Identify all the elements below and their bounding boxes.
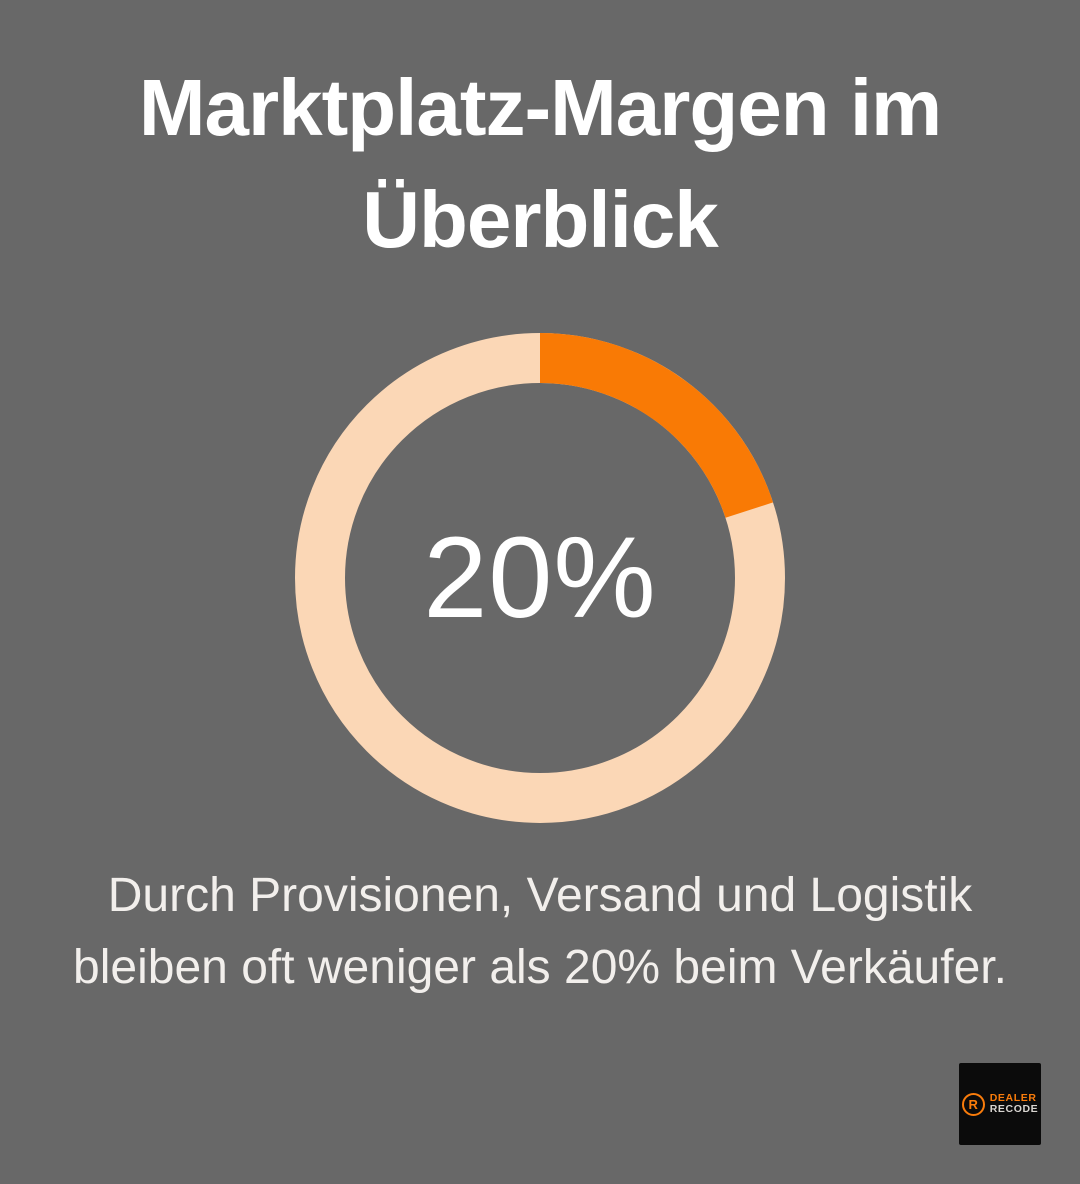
- page-title: Marktplatz-Margen im Überblick: [0, 52, 1080, 276]
- page-title-line1: Marktplatz-Margen im: [138, 63, 942, 152]
- logo-wordmark-dealer: DEALER: [989, 1091, 1037, 1104]
- donut-segment: [295, 333, 785, 823]
- dealer-recode-logo-text: DEALER RECODE: [989, 1091, 1039, 1116]
- dealer-recode-logo: R DEALER RECODE: [959, 1063, 1041, 1145]
- donut-center-label: 20%: [423, 514, 657, 642]
- caption-text: Durch Provisionen, Versand und Logistik …: [0, 860, 1080, 1004]
- page-title-line2: Überblick: [362, 175, 719, 264]
- donut-chart: 20%: [295, 333, 785, 823]
- logo-wordmark-recode: RECODE: [989, 1103, 1039, 1115]
- donut-svg: [295, 333, 785, 823]
- dealer-recode-logo-icon: R: [961, 1092, 985, 1116]
- caption-line2: bleiben oft weniger als 20% beim Verkäuf…: [73, 941, 1007, 994]
- caption-line1: Durch Provisionen, Versand und Logistik: [107, 869, 973, 922]
